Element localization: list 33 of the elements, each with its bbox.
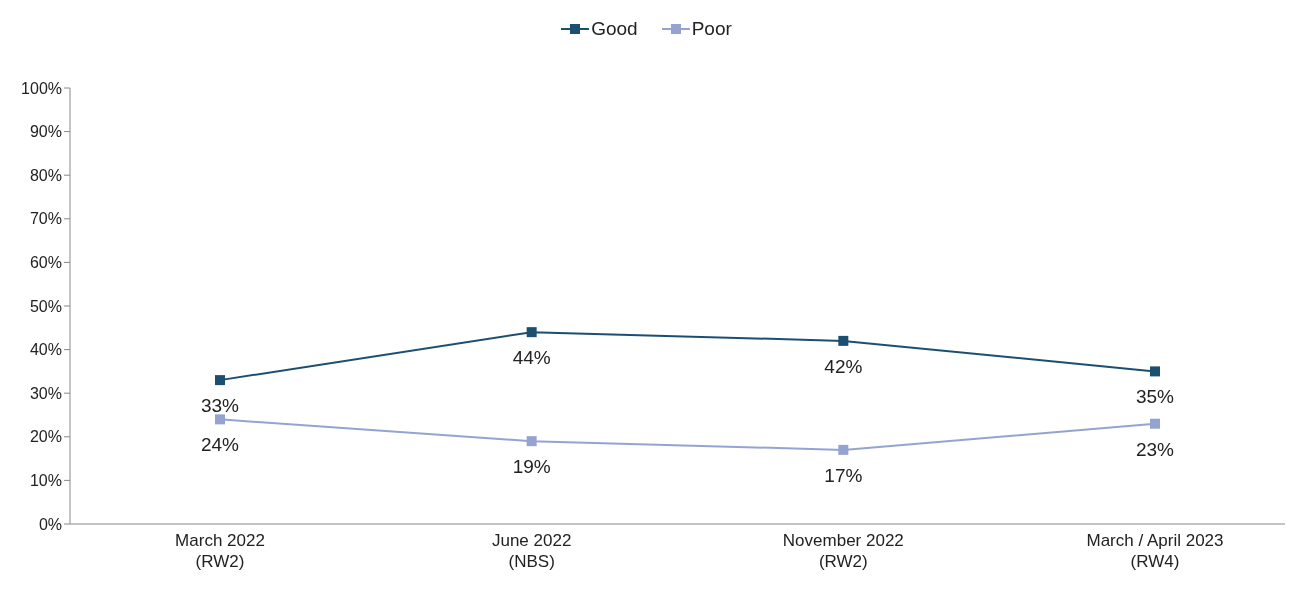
y-tick-label: 50% [29, 297, 62, 315]
y-tick-label: 60% [29, 254, 62, 272]
point [526, 327, 537, 338]
x-tick-label: November 2022 (RW2) [782, 531, 904, 571]
legend-label: Good [590, 18, 638, 40]
data-label: 17% [824, 464, 863, 486]
y-tick-label: 90% [29, 123, 62, 141]
point [1150, 366, 1160, 377]
y-tick-label: 0% [38, 515, 62, 533]
y-tick-label: 40% [29, 341, 62, 359]
point [838, 335, 849, 346]
point [526, 436, 537, 447]
point [215, 375, 225, 386]
x-tick-label: March 2022 (RW2) [175, 531, 265, 571]
y-tick-label: 30% [29, 384, 62, 402]
data-label: 23% [1135, 438, 1175, 460]
y-tick-label: 100% [21, 79, 62, 97]
point [215, 414, 225, 425]
x-tick-label: March / April 2023 (RW4) [1086, 531, 1224, 571]
y-tick-label: 10% [29, 472, 62, 490]
legend-label: Poor [690, 18, 732, 40]
x-tick-label: June 2022 (NBS) [491, 531, 572, 571]
y-tick-label: 70% [29, 210, 62, 228]
data-label: 33% [200, 395, 240, 417]
y-tick-label: 80% [29, 166, 62, 184]
data-label: 35% [1135, 386, 1175, 408]
point [838, 444, 849, 455]
y-tick-label: 20% [29, 428, 62, 446]
data-label: 42% [824, 355, 863, 377]
data-label: 44% [512, 347, 551, 369]
data-label: 24% [200, 434, 240, 456]
point [1150, 418, 1160, 429]
data-label: 19% [512, 456, 551, 478]
